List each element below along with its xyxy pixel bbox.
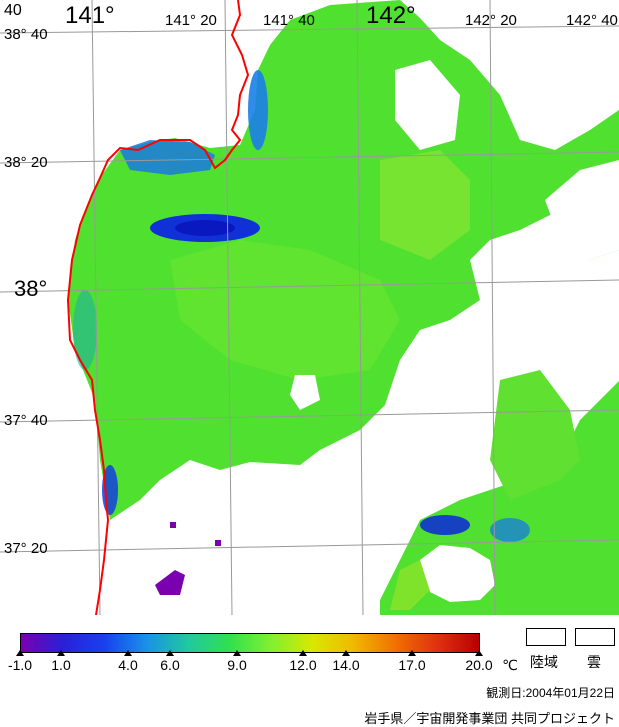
lat-label-37-20: 37° 20 [4, 540, 48, 557]
lat-label-38-20: 38° 20 [4, 154, 48, 171]
scale-label: -1.0 [7, 657, 33, 673]
lat-label-38: 38° [14, 276, 48, 301]
cloud-legend-label: 雲 [587, 654, 601, 670]
scale-label: 9.0 [227, 657, 247, 673]
lon-label-142-20: 142° 20 [465, 12, 517, 29]
sst-map [0, 0, 619, 615]
lat-label-37-40: 37° 40 [4, 412, 48, 429]
coastline [66, 0, 250, 615]
cloud-areas [290, 30, 619, 410]
lon-label-142-40: 142° 40 [566, 12, 618, 29]
scale-label: 1.0 [51, 657, 71, 673]
scale-tick [342, 650, 350, 656]
scale-label: 17.0 [398, 657, 426, 673]
lon-label-141-40: 141° 40 [263, 12, 315, 29]
temperature-color-scale [20, 633, 480, 653]
observation-date: 観測日:2004年01月22日 [486, 686, 615, 700]
scale-tick [57, 650, 65, 656]
sea-surface-temperature [68, 0, 619, 615]
scale-tick [233, 650, 241, 656]
scale-tick [166, 650, 174, 656]
credit-text: 岩手県／宇宙開発事業団 共同プロジェクト [364, 711, 615, 726]
lat-label-38-40: 38° 40 [4, 26, 48, 43]
cold-water-patches [73, 70, 530, 595]
scale-tick [299, 650, 307, 656]
scale-unit: ℃ [502, 657, 518, 673]
scale-tick [475, 650, 483, 656]
scale-label: 12.0 [289, 657, 317, 673]
cloud-legend-swatch [575, 628, 615, 646]
lon-label-142: 142° [366, 2, 416, 29]
scale-label: 6.0 [160, 657, 180, 673]
scale-tick [16, 650, 24, 656]
scale-label: 4.0 [118, 657, 138, 673]
lon-label-141: 141° [65, 2, 115, 29]
lon-corner-label: 40 [4, 2, 22, 19]
land-legend-label: 陸域 [530, 654, 558, 670]
graticule [0, 0, 619, 615]
scale-tick [124, 650, 132, 656]
scale-label: 14.0 [332, 657, 360, 673]
lon-label-141-20: 141° 20 [165, 12, 217, 29]
scale-tick [408, 650, 416, 656]
land-legend-swatch [526, 628, 566, 646]
scale-label: 20.0 [465, 657, 493, 673]
